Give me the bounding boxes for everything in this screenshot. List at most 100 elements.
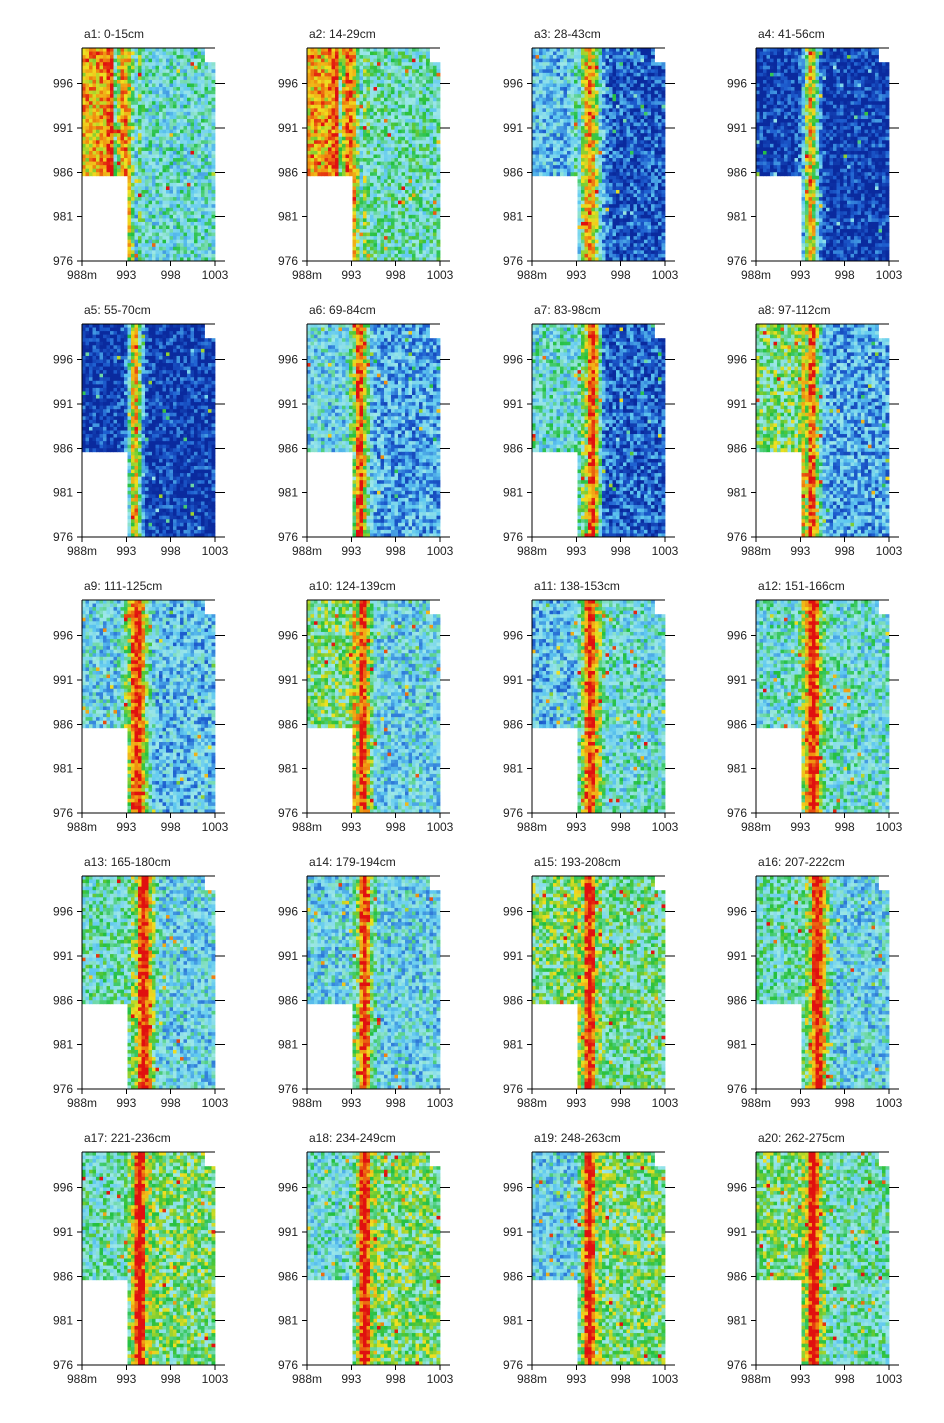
heatmap-cell: [391, 52, 395, 56]
heatmap-cell: [623, 123, 627, 127]
heatmap-cell: [398, 80, 402, 84]
heatmap-cell: [194, 176, 198, 180]
heatmap-cell: [314, 112, 318, 116]
heatmap-cell: [149, 66, 153, 70]
heatmap-cell: [86, 169, 90, 173]
heatmap-cell: [641, 69, 645, 73]
heatmap-cell: [163, 172, 167, 176]
heatmap-cell: [560, 94, 564, 98]
heatmap-cell: [159, 247, 163, 251]
heatmap-cell: [363, 176, 367, 180]
heatmap-cell: [532, 123, 536, 127]
heatmap-cell: [100, 80, 104, 84]
heatmap-cell: [173, 105, 177, 109]
heatmap-cell: [384, 176, 388, 180]
heatmap-cell: [114, 137, 118, 141]
heatmap-cell: [107, 69, 111, 73]
heatmap-cell: [314, 165, 318, 169]
heatmap-cell: [602, 108, 606, 112]
heatmap-cell: [321, 123, 325, 127]
heatmap-cell: [187, 229, 191, 233]
heatmap-cell: [163, 112, 167, 116]
heatmap-cell: [128, 112, 132, 116]
heatmap-cell: [395, 66, 399, 70]
heatmap-cell: [332, 66, 336, 70]
heatmap-cell: [307, 137, 311, 141]
heatmap-cell: [156, 211, 160, 215]
heatmap-cell: [149, 69, 153, 73]
heatmap-cell: [409, 183, 413, 187]
heatmap-cell: [437, 69, 441, 73]
heatmap-cell: [180, 211, 184, 215]
heatmap-cell: [156, 137, 160, 141]
heatmap-cell: [311, 69, 315, 73]
heatmap-cell: [194, 233, 198, 237]
heatmap-cell: [198, 55, 202, 59]
heatmap-cell: [557, 98, 561, 102]
heatmap-cell: [103, 112, 107, 116]
heatmap-cell: [637, 87, 641, 91]
heatmap-cell: [398, 48, 402, 52]
heatmap-cell: [152, 176, 156, 180]
heatmap-cell: [198, 108, 202, 112]
heatmap-cell: [370, 186, 374, 190]
heatmap-cell: [377, 52, 381, 56]
heatmap-cell: [107, 151, 111, 155]
heatmap-cell: [321, 140, 325, 144]
heatmap-cell: [634, 84, 638, 88]
heatmap-cell: [419, 62, 423, 66]
heatmap-cell: [613, 137, 617, 141]
heatmap-cell: [609, 94, 613, 98]
heatmap-cell: [567, 91, 571, 95]
heatmap-cell: [553, 59, 557, 63]
heatmap-cell: [194, 59, 198, 63]
heatmap-cell: [93, 158, 97, 162]
heatmap-cell: [205, 211, 209, 215]
heatmap-cell: [423, 144, 427, 148]
heatmap-cell: [149, 169, 153, 173]
heatmap-cell: [384, 254, 388, 258]
heatmap-cell: [166, 254, 170, 258]
heatmap-cell: [194, 162, 198, 166]
heatmap-cell: [124, 115, 128, 119]
heatmap-cell: [159, 87, 163, 91]
heatmap-cell: [543, 101, 547, 105]
heatmap-cell: [156, 52, 160, 56]
heatmap-cell: [550, 80, 554, 84]
heatmap-cell: [409, 190, 413, 194]
heatmap-cell: [307, 169, 311, 173]
heatmap-cell: [377, 247, 381, 251]
heatmap-cell: [356, 108, 360, 112]
heatmap-cell: [335, 52, 339, 56]
heatmap-cell: [311, 115, 315, 119]
heatmap-cell: [194, 73, 198, 77]
heatmap-cell: [93, 172, 97, 176]
heatmap-cell: [339, 105, 343, 109]
heatmap-cell: [630, 94, 634, 98]
heatmap-cell: [128, 94, 132, 98]
heatmap-cell: [307, 91, 311, 95]
heatmap-cell: [637, 94, 641, 98]
heatmap-cell: [205, 190, 209, 194]
heatmap-cell: [173, 133, 177, 137]
heatmap-cell: [131, 215, 135, 219]
heatmap-cell: [208, 186, 212, 190]
heatmap-cell: [532, 73, 536, 77]
heatmap-cell: [128, 176, 132, 180]
heatmap-cell: [592, 112, 596, 116]
heatmap-cell: [409, 215, 413, 219]
heatmap-cell: [325, 115, 329, 119]
heatmap-cell: [416, 218, 420, 222]
heatmap-cell: [416, 229, 420, 233]
heatmap-cell: [96, 91, 100, 95]
heatmap-cell: [177, 155, 181, 159]
heatmap-cell: [128, 147, 132, 151]
heatmap-cell: [571, 98, 575, 102]
heatmap-cell: [553, 48, 557, 52]
heatmap-cell: [173, 211, 177, 215]
heatmap-cell: [388, 55, 392, 59]
heatmap-cell: [395, 183, 399, 187]
heatmap-cell: [381, 186, 385, 190]
heatmap-cell: [93, 126, 97, 130]
